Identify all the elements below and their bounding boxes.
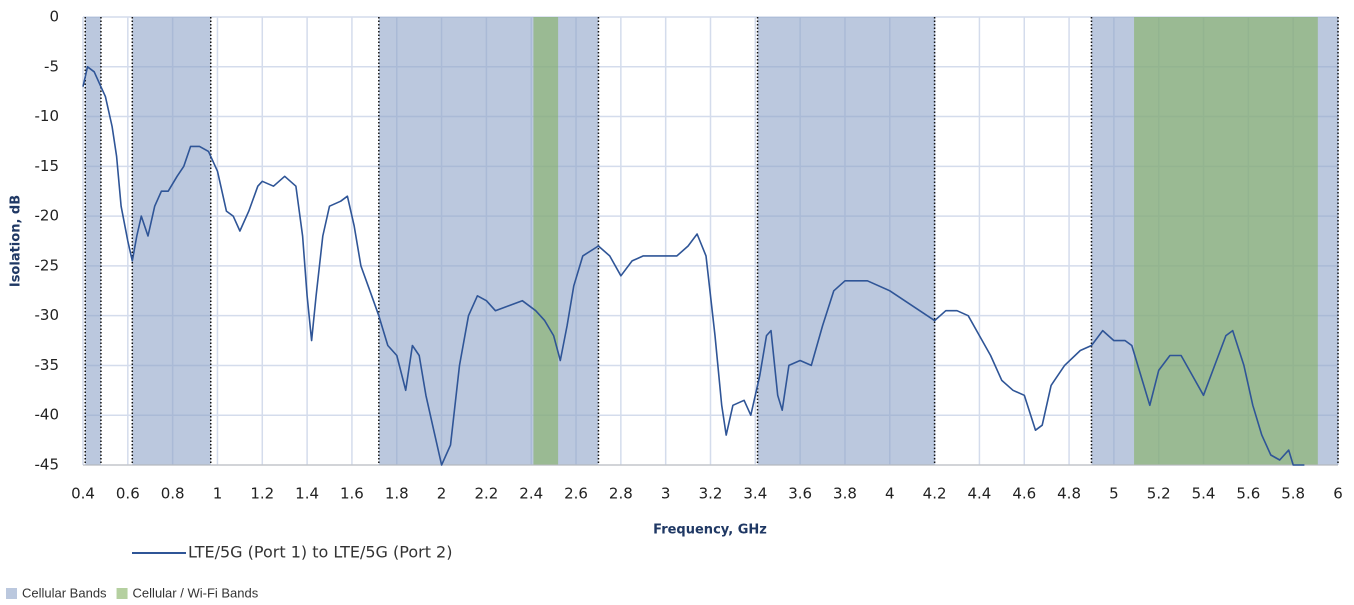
x-tick-label: 3.8: [833, 485, 857, 503]
y-tick-label: -5: [44, 57, 59, 75]
x-tick-label: 2: [437, 485, 447, 503]
y-axis-title: Isolation, dB: [9, 195, 24, 287]
x-tick-label: 4.4: [967, 485, 991, 503]
band: [378, 17, 599, 465]
x-tick-label: 2.6: [564, 485, 588, 503]
y-tick-label: -20: [35, 207, 60, 225]
legend-swatch: [6, 588, 17, 599]
x-tick-label: 3: [661, 485, 671, 503]
x-tick-label: 6: [1333, 485, 1343, 503]
y-tick-label: -10: [35, 107, 60, 125]
x-tick-label: 0.4: [71, 485, 95, 503]
x-tick-label: 1.6: [340, 485, 364, 503]
x-tick-label: 5.2: [1147, 485, 1171, 503]
y-tick-label: 0: [49, 8, 59, 26]
y-tick-label: -15: [35, 157, 60, 175]
x-tick-label: 1.2: [250, 485, 274, 503]
x-tick-label: 3.2: [699, 485, 723, 503]
y-tick-label: -25: [35, 256, 60, 274]
x-axis-title: Frequency, GHz: [653, 523, 767, 538]
x-tick-label: 5: [1109, 485, 1119, 503]
x-tick-label: 2.2: [474, 485, 498, 503]
x-tick-label: 0.6: [116, 485, 140, 503]
legend-label: Cellular Bands: [22, 585, 107, 600]
band: [757, 17, 935, 465]
legend-label: LTE/5G (Port 1) to LTE/5G (Port 2): [188, 543, 452, 562]
x-tick-label: 2.4: [519, 485, 543, 503]
x-tick-label: 3.6: [788, 485, 812, 503]
x-tick-label: 4: [885, 485, 895, 503]
band: [1134, 17, 1318, 465]
band: [533, 17, 559, 465]
band: [132, 17, 211, 465]
y-tick-label: -35: [35, 356, 60, 374]
x-tick-label: 5.8: [1281, 485, 1305, 503]
legend-label: Cellular / Wi-Fi Bands: [133, 585, 259, 600]
x-tick-label: 4.6: [1012, 485, 1036, 503]
x-tick-label: 4.2: [923, 485, 947, 503]
x-tick-label: 0.8: [161, 485, 185, 503]
x-tick-label: 5.4: [1192, 485, 1216, 503]
x-tick-label: 1: [213, 485, 223, 503]
x-tick-label: 1.4: [295, 485, 319, 503]
x-tick-label: 5.6: [1236, 485, 1260, 503]
x-tick-label: 1.8: [385, 485, 409, 503]
y-tick-label: -30: [35, 306, 60, 324]
band: [85, 17, 101, 465]
legend-swatch: [116, 588, 128, 599]
y-tick-label: -45: [35, 456, 60, 474]
y-tick-label: -40: [35, 406, 60, 424]
x-tick-label: 2.8: [609, 485, 633, 503]
series-line: [82, 66, 1305, 466]
x-tick-label: 4.8: [1057, 485, 1081, 503]
x-tick-label: 3.4: [743, 485, 767, 503]
